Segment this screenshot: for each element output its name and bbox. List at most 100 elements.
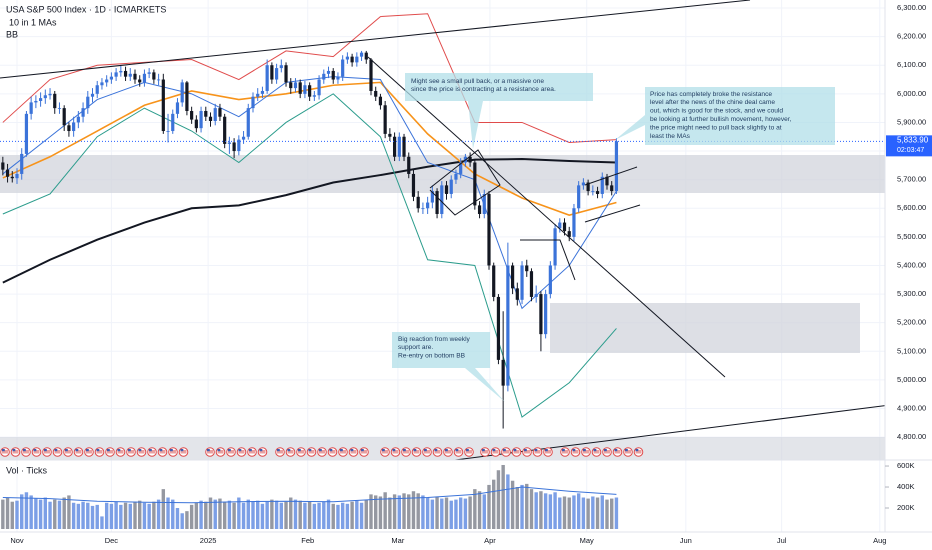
- event-flag-stripes: [117, 450, 124, 454]
- volume-pane: [1, 464, 889, 529]
- candle-body: [515, 288, 519, 300]
- event-flag-canton: [117, 449, 121, 452]
- y-tick-label: 6,300.00: [897, 3, 926, 12]
- volume-bar: [189, 504, 194, 529]
- annotation-line: Price has completely broke the resistanc…: [650, 91, 772, 98]
- event-flag-stripes: [413, 450, 420, 454]
- x-tick-label: May: [580, 536, 594, 545]
- event-flag-stripes: [149, 450, 155, 454]
- volume-bar: [307, 501, 312, 529]
- candle-body: [308, 85, 312, 97]
- volume-bar: [298, 500, 302, 529]
- event-flag-canton: [238, 449, 242, 452]
- candle-body: [341, 59, 345, 77]
- candle-body: [605, 176, 609, 186]
- candle-body: [331, 70, 335, 80]
- candle-body: [369, 59, 373, 91]
- event-flag-stripes: [128, 450, 134, 454]
- volume-bar: [185, 511, 189, 529]
- candle-body: [534, 294, 538, 297]
- event-flag-canton: [482, 449, 485, 452]
- annotation-line: out, which is good for the stock, and we…: [650, 108, 783, 115]
- candle-body: [492, 265, 496, 297]
- event-flag-canton: [614, 449, 618, 452]
- candle-body: [426, 202, 430, 209]
- event-flag-canton: [44, 449, 47, 452]
- volume-bar: [265, 501, 269, 529]
- candle-body: [355, 56, 359, 63]
- candle-body: [20, 153, 24, 174]
- y-tick-label: 5,700.00: [897, 175, 926, 184]
- volume-bar: [468, 496, 472, 529]
- event-flag-stripes: [75, 450, 82, 454]
- candle-body: [48, 93, 52, 96]
- candle-body: [223, 116, 227, 144]
- candle-body: [232, 142, 236, 152]
- candle-body: [171, 113, 175, 132]
- event-flag-stripes: [207, 450, 213, 454]
- volume-bar: [614, 497, 619, 529]
- candle-body: [204, 110, 208, 117]
- candle-body: [199, 110, 203, 129]
- volume-bar: [43, 497, 48, 529]
- volume-bar: [227, 500, 232, 529]
- candle-body: [388, 133, 392, 137]
- event-flag-stripes: [329, 450, 336, 454]
- x-tick-label: Dec: [105, 536, 119, 545]
- volume-bar: [5, 497, 10, 529]
- event-flag-stripes: [524, 450, 530, 454]
- volume-bar: [567, 497, 571, 529]
- event-flag-canton: [635, 449, 639, 452]
- volume-bar: [251, 501, 255, 529]
- volume-bar: [458, 497, 463, 529]
- volume-tick-label: 600K: [897, 461, 915, 470]
- candle-body: [5, 169, 10, 177]
- annotation-line: Re-entry on bottom BB: [398, 353, 466, 360]
- event-flags: [0, 447, 644, 457]
- volume-bar: [81, 501, 85, 529]
- event-flag-canton: [392, 449, 396, 452]
- candle-body: [100, 82, 104, 86]
- candle-body: [440, 185, 444, 214]
- event-flag-canton: [138, 449, 142, 452]
- volume-bar: [383, 492, 387, 529]
- event-flag-canton: [340, 449, 343, 452]
- volume-bar: [274, 500, 279, 529]
- volume-bar: [425, 497, 430, 529]
- annotation-line: level after the news of the chine deal c…: [650, 99, 775, 106]
- event-flag-canton: [593, 449, 597, 452]
- y-tick-label: 6,000.00: [897, 89, 926, 98]
- event-flag-stripes: [382, 450, 388, 454]
- volume-bar: [501, 464, 505, 529]
- candle-body: [166, 131, 170, 132]
- volume-bar: [241, 502, 246, 529]
- volume-bar: [463, 498, 468, 529]
- event-flag-canton: [466, 449, 469, 452]
- candle-body: [62, 108, 66, 126]
- event-flag-stripes: [466, 450, 472, 454]
- candle-body: [459, 162, 463, 174]
- last-price-label: 5,833.90: [897, 135, 929, 144]
- candle-body: [435, 191, 439, 214]
- y-tick-label: 4,900.00: [897, 403, 926, 412]
- volume-bar: [71, 502, 76, 529]
- volume-bar: [208, 497, 213, 529]
- candle-body: [496, 296, 501, 360]
- candle-body: [53, 93, 57, 109]
- volume-bar: [218, 498, 222, 529]
- event-flag-stripes: [492, 450, 499, 454]
- candle-body: [270, 65, 274, 80]
- candle-body: [322, 73, 326, 80]
- candle-body: [274, 68, 279, 80]
- volume-bar: [57, 500, 62, 529]
- candle-body: [218, 108, 222, 117]
- y-tick-label: 5,900.00: [897, 117, 926, 126]
- event-flag-canton: [308, 449, 312, 452]
- candle-body: [67, 125, 71, 132]
- event-flag-canton: [319, 449, 322, 452]
- event-flag-stripes: [44, 450, 50, 454]
- volume-bar: [53, 499, 57, 529]
- event-flag-stripes: [138, 450, 145, 454]
- volume-bar: [62, 497, 66, 529]
- candle-body: [364, 52, 368, 60]
